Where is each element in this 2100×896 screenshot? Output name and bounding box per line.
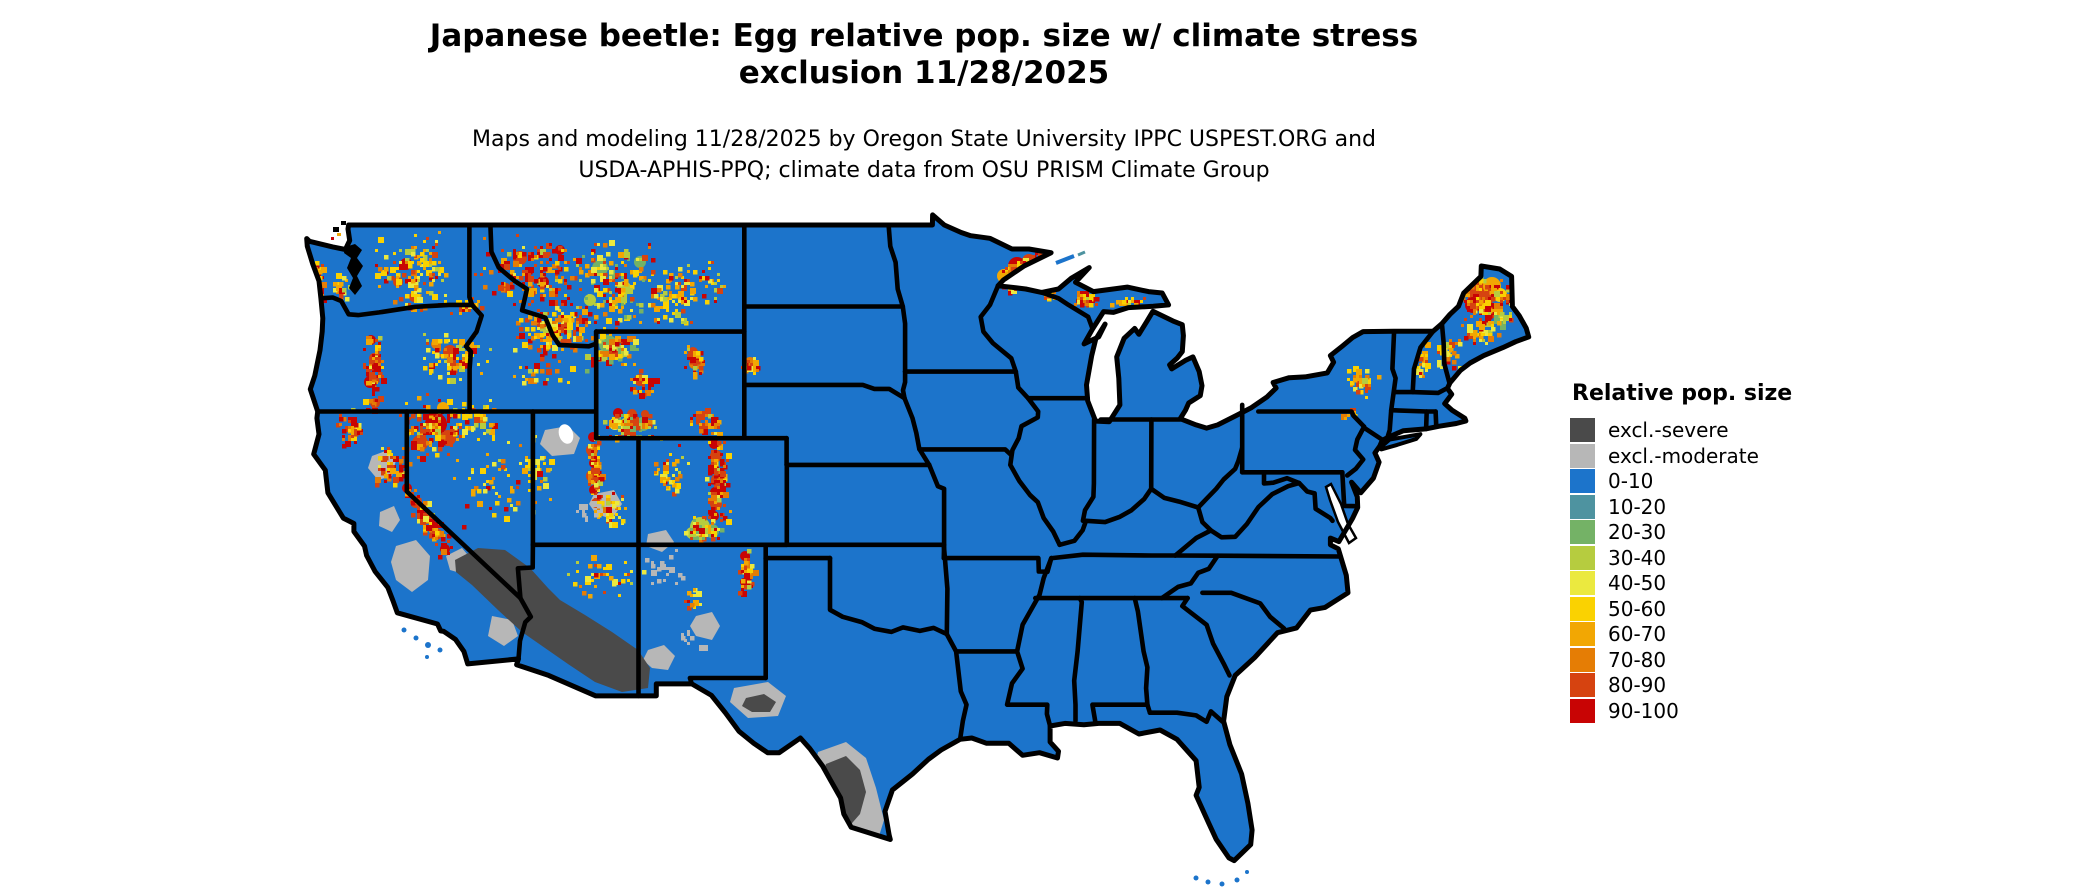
legend-swatch (1570, 571, 1595, 595)
legend-item: 80-90 (1570, 673, 1870, 697)
legend-item: 70-80 (1570, 647, 1870, 672)
legend-item-label: 80-90 (1608, 673, 1667, 697)
legend-item: 10-20 (1570, 494, 1870, 519)
legend-item-label: 30-40 (1608, 545, 1667, 570)
national-outline (304, 212, 1532, 864)
legend-item: 0-10 (1570, 469, 1870, 493)
legend-item: 60-70 (1570, 622, 1870, 646)
legend-items: excl.-severe excl.-moderate 0-10 10-20 20-30… (1570, 418, 1870, 723)
legend-item-label: 40-50 (1608, 571, 1667, 595)
legend-swatch (1570, 443, 1595, 468)
legend-item: excl.-severe (1570, 418, 1870, 442)
legend-item: 50-60 (1570, 596, 1870, 621)
subtitle-line-2: USDA-APHIS-PPQ; climate data from OSU PR… (578, 158, 1270, 183)
subtitle-line-1: Maps and modeling 11/28/2025 by Oregon S… (472, 127, 1376, 152)
legend-item-label: 10-20 (1608, 494, 1667, 519)
legend-swatch (1570, 545, 1595, 570)
legend-swatch (1570, 596, 1595, 621)
legend-swatch (1570, 647, 1595, 672)
legend-swatch (1570, 418, 1595, 442)
legend: Relative pop. size excl.-severe excl.-mod… (1570, 381, 1870, 724)
legend-swatch (1570, 494, 1595, 519)
legend-item-label: 90-100 (1608, 698, 1679, 723)
puget-sound (344, 244, 363, 295)
legend-item: excl.-moderate (1570, 443, 1870, 468)
title-line-1: Japanese beetle: Egg relative pop. size … (429, 18, 1419, 54)
san-juan-islands (331, 221, 346, 240)
legend-item-label: 20-30 (1608, 520, 1667, 544)
legend-item: 20-30 (1570, 520, 1870, 544)
legend-item-label: 60-70 (1608, 622, 1667, 646)
legend-item: 30-40 (1570, 545, 1870, 570)
legend-swatch (1570, 469, 1595, 493)
legend-item: 90-100 (1570, 698, 1870, 723)
islands (401, 250, 1423, 887)
page-title: Japanese beetle: Egg relative pop. size … (0, 18, 1848, 92)
legend-swatch (1570, 673, 1595, 697)
legend-swatch (1570, 698, 1595, 723)
legend-item-label: 70-80 (1608, 647, 1667, 672)
subtitle: Maps and modeling 11/28/2025 by Oregon S… (0, 124, 1848, 186)
legend-item-label: excl.-severe (1608, 418, 1729, 442)
legend-item-label: excl.-moderate (1608, 443, 1759, 468)
legend-item-label: 50-60 (1608, 596, 1667, 621)
land-fill (306, 214, 1529, 861)
title-line-2: exclusion 11/28/2025 (738, 55, 1110, 91)
legend-swatch (1570, 520, 1595, 544)
legend-item-label: 0-10 (1608, 469, 1654, 493)
legend-swatch (1570, 622, 1595, 646)
state-borders (315, 222, 1452, 742)
legend-title: Relative pop. size (1572, 381, 1793, 406)
legend-item: 40-50 (1570, 571, 1870, 595)
